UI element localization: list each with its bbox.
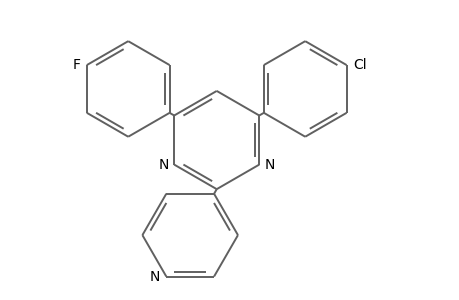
Text: F: F (72, 58, 80, 72)
Text: N: N (264, 158, 274, 172)
Text: Cl: Cl (353, 58, 366, 72)
Text: N: N (158, 158, 168, 172)
Text: N: N (149, 269, 159, 284)
